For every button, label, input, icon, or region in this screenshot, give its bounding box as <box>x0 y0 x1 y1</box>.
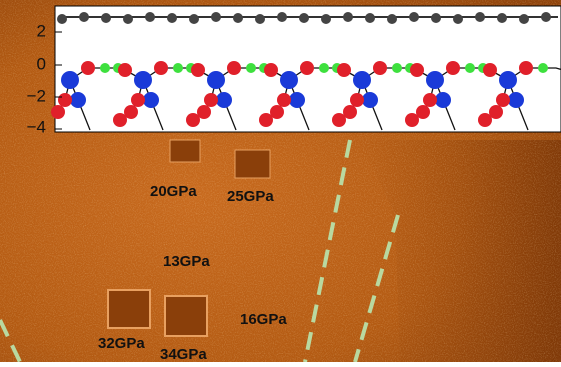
carbon-atom <box>321 14 331 24</box>
atom <box>499 71 517 89</box>
atom <box>81 61 95 75</box>
atom <box>319 63 329 73</box>
atom <box>362 92 378 108</box>
atom <box>350 93 364 107</box>
atom <box>446 61 460 75</box>
atom <box>423 93 437 107</box>
atom <box>58 93 72 107</box>
y-tick-label: −2 <box>27 86 46 105</box>
pressure-label: 25GPa <box>227 188 274 205</box>
atom <box>173 63 183 73</box>
atom <box>392 63 402 73</box>
atom <box>416 105 430 119</box>
atom <box>289 92 305 108</box>
carbon-atom <box>211 12 221 22</box>
carbon-atom <box>387 14 397 24</box>
carbon-atom <box>409 12 419 22</box>
atom <box>61 71 79 89</box>
atom <box>483 63 497 77</box>
atom <box>100 63 110 73</box>
pressure-label: 32GPa <box>98 335 145 352</box>
pressure-label: 20GPa <box>150 183 197 200</box>
atom <box>489 105 503 119</box>
pressure-label: 13GPa <box>163 253 210 270</box>
carbon-atom <box>343 12 353 22</box>
carbon-atom <box>101 13 111 23</box>
carbon-atom <box>365 13 375 23</box>
carbon-atom <box>57 14 67 24</box>
atom <box>191 63 205 77</box>
carbon-atom <box>145 12 155 22</box>
atom <box>124 105 138 119</box>
atom <box>353 71 371 89</box>
carbon-atom <box>167 13 177 23</box>
atom <box>134 71 152 89</box>
carbon-atom <box>277 12 287 22</box>
atom <box>154 61 168 75</box>
y-tick-label: 0 <box>37 54 46 73</box>
carbon-atom <box>431 13 441 23</box>
carbon-atom <box>233 13 243 23</box>
atom <box>496 93 510 107</box>
atom <box>343 105 357 119</box>
carbon-atom <box>453 14 463 24</box>
atom <box>337 63 351 77</box>
atom <box>216 92 232 108</box>
carbon-atom <box>497 13 507 23</box>
atom <box>143 92 159 108</box>
atom <box>538 63 548 73</box>
atom <box>435 92 451 108</box>
atom <box>277 93 291 107</box>
pressure-label: 16GPa <box>240 311 287 328</box>
atom <box>207 71 225 89</box>
atom <box>270 105 284 119</box>
atom <box>246 63 256 73</box>
carbon-atom <box>79 12 89 22</box>
carbon-atom <box>189 14 199 24</box>
carbon-atom <box>475 12 485 22</box>
atom <box>204 93 218 107</box>
atom <box>300 61 314 75</box>
atom <box>465 63 475 73</box>
atom <box>508 92 524 108</box>
atom <box>373 61 387 75</box>
atom <box>280 71 298 89</box>
atom <box>70 92 86 108</box>
carbon-atom <box>255 14 265 24</box>
atom <box>426 71 444 89</box>
atom <box>51 105 65 119</box>
atom <box>410 63 424 77</box>
y-tick-label: 2 <box>37 21 46 40</box>
atom <box>197 105 211 119</box>
atom <box>264 63 278 77</box>
atom <box>519 61 533 75</box>
y-tick-label: −4 <box>27 117 46 136</box>
atom <box>131 93 145 107</box>
carbon-atom <box>541 12 551 22</box>
figure: 2 0 −2 −4 20GPa 25GPa 13GPa 16GPa 32GPa … <box>0 0 561 362</box>
atom <box>227 61 241 75</box>
carbon-atom <box>519 14 529 24</box>
carbon-atom <box>299 13 309 23</box>
pressure-label: 34GPa <box>160 346 207 362</box>
carbon-atom <box>123 14 133 24</box>
atom <box>118 63 132 77</box>
